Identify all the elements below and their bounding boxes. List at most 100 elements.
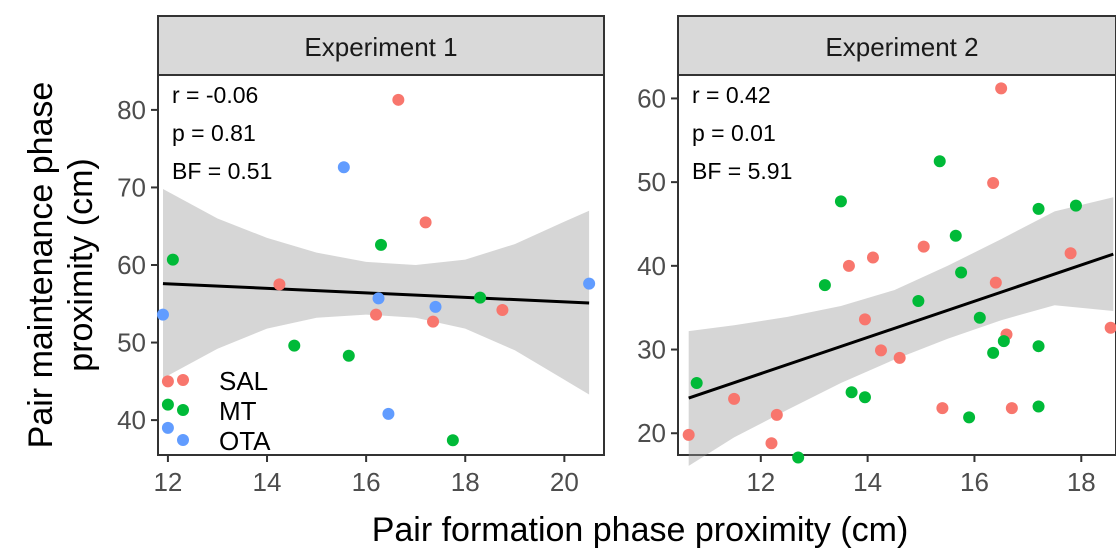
point-sal — [273, 278, 286, 291]
point-sal — [370, 308, 383, 321]
y-axis-title-line-2: proximity (cm) — [62, 158, 100, 371]
legend-key-mt — [177, 404, 189, 416]
point-mt — [973, 311, 986, 324]
point-sal — [842, 259, 855, 272]
point-ota — [372, 292, 385, 305]
x-axis-ticks: 12 14 16 18 — [746, 455, 1096, 497]
point-mt — [845, 386, 858, 399]
panel-experiment-2: Experiment 2 12 14 16 18 20 30 40 50 60 r = 0.4… — [637, 15, 1116, 497]
point-mt — [834, 195, 847, 208]
point-sal — [987, 176, 1000, 189]
y-tick-label: 20 — [637, 418, 666, 448]
point-mt — [474, 291, 487, 304]
legend-label-mt: MT — [219, 396, 257, 426]
x-tick-label: 14 — [853, 467, 882, 497]
point-sal — [392, 93, 405, 106]
x-tick-label: 12 — [746, 467, 775, 497]
y-axis-title: Pair maintenance phase proximity (cm) — [22, 82, 100, 449]
confidence-band-area — [688, 197, 1114, 466]
x-axis-ticks: 12 14 16 18 20 — [153, 455, 579, 497]
data-points — [682, 82, 1116, 464]
point-sal — [893, 351, 906, 364]
x-axis-title: Pair formation phase proximity (cm) — [372, 511, 909, 549]
point-ota — [382, 407, 395, 420]
y-tick-label: 40 — [637, 251, 666, 281]
point-sal — [917, 240, 930, 253]
point-sal — [682, 428, 695, 441]
x-tick-label: 18 — [451, 467, 480, 497]
y-tick-label: 50 — [637, 167, 666, 197]
point-sal — [936, 402, 949, 415]
x-tick-label: 16 — [352, 467, 381, 497]
point-mt — [987, 346, 1000, 359]
point-sal — [874, 344, 887, 357]
point-sal — [1104, 321, 1116, 334]
legend-label-ota: OTA — [219, 426, 271, 456]
correlation-r: r = 0.42 — [692, 82, 771, 108]
point-mt — [161, 398, 174, 411]
point-mt — [1032, 202, 1045, 215]
point-mt — [342, 349, 355, 362]
x-tick-label: 12 — [153, 467, 182, 497]
point-sal — [858, 313, 871, 326]
point-mt — [818, 279, 831, 292]
point-sal — [728, 392, 741, 405]
bayes-factor: BF = 0.51 — [172, 158, 272, 184]
point-sal — [419, 216, 432, 229]
point-mt — [955, 266, 968, 279]
strip-background — [677, 15, 1116, 76]
regression-fit-line — [688, 252, 1114, 400]
bayes-factor: BF = 5.91 — [692, 158, 792, 184]
panel-title: Experiment 1 — [304, 32, 457, 62]
panel-title: Experiment 2 — [825, 32, 978, 62]
p-value: p = 0.01 — [692, 120, 776, 146]
strip-background — [157, 15, 605, 76]
point-sal — [1005, 402, 1018, 415]
x-tick-label: 18 — [1067, 467, 1096, 497]
confidence-band — [688, 197, 1114, 466]
correlation-r: r = -0.06 — [172, 82, 258, 108]
point-mt — [288, 339, 301, 352]
point-mt — [166, 253, 179, 266]
point-mt — [858, 391, 871, 404]
point-sal — [995, 82, 1008, 95]
confidence-band — [163, 189, 590, 395]
point-mt — [446, 434, 459, 447]
point-sal — [427, 315, 440, 328]
point-mt — [912, 294, 925, 307]
legend-label-sal: SAL — [219, 366, 268, 396]
point-ota — [156, 308, 169, 321]
y-tick-label: 70 — [117, 172, 146, 202]
y-tick-label: 80 — [117, 95, 146, 125]
point-sal — [161, 375, 174, 388]
point-ota — [583, 277, 596, 290]
y-tick-label: 60 — [117, 250, 146, 280]
y-tick-label: 30 — [637, 335, 666, 365]
legend-key-sal — [177, 374, 189, 386]
point-mt — [963, 411, 976, 424]
legend-key-ota — [177, 434, 189, 446]
point-mt — [949, 229, 962, 242]
point-sal — [496, 303, 509, 316]
x-tick-label: 16 — [960, 467, 989, 497]
point-ota — [161, 421, 174, 434]
p-value: p = 0.81 — [172, 120, 256, 146]
point-sal — [866, 251, 879, 264]
point-mt — [690, 377, 703, 390]
x-tick-label: 20 — [550, 467, 579, 497]
y-axis-title-line-1: Pair maintenance phase — [22, 82, 60, 449]
regression-line — [688, 252, 1114, 400]
confidence-band-area — [163, 189, 590, 395]
data-points — [156, 93, 596, 447]
point-ota — [337, 161, 350, 174]
point-mt — [1032, 340, 1045, 353]
y-tick-label: 40 — [117, 405, 146, 435]
point-mt — [933, 155, 946, 168]
point-mt — [1069, 199, 1082, 212]
point-sal — [770, 408, 783, 421]
point-sal — [1064, 247, 1077, 260]
point-sal — [765, 437, 778, 450]
legend: SAL MT OTA — [177, 366, 271, 456]
x-tick-label: 14 — [253, 467, 282, 497]
